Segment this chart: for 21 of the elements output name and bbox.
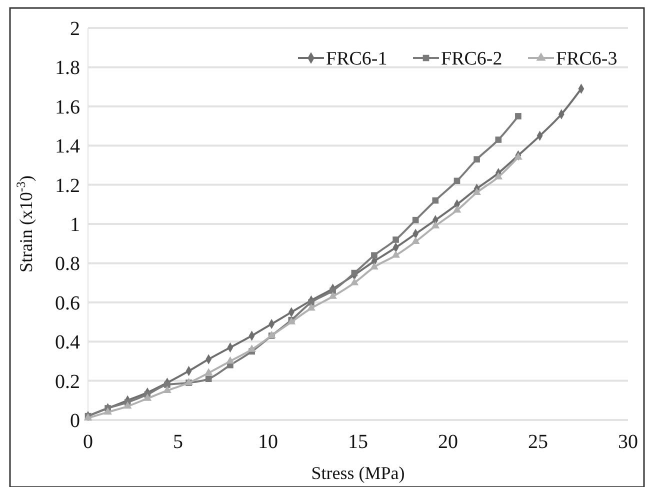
y-tick-label: 0.2: [55, 370, 80, 393]
y-tick-label: 0.6: [55, 292, 80, 314]
x-tick-label: 15: [348, 431, 368, 453]
x-tick-label: 30: [618, 431, 638, 453]
x-tick-label: 5: [173, 431, 183, 453]
y-tick-label: 1.2: [55, 174, 80, 197]
y-tick-label: 1.4: [55, 136, 80, 158]
x-tick-label: 10: [258, 431, 278, 453]
legend-label: FRC6-3: [556, 48, 618, 70]
y-tick-label: 0.4: [55, 332, 80, 354]
y-tick-label: 2: [70, 18, 80, 40]
y-tick-label: 0: [70, 410, 80, 432]
x-tick-label: 20: [438, 431, 458, 453]
y-tick-label: 1.8: [55, 57, 80, 80]
x-axis-title: Stress (MPa): [311, 463, 405, 483]
x-tick-label: 25: [528, 431, 548, 453]
legend-label: FRC6-2: [441, 48, 502, 70]
y-tick-label: 1: [70, 214, 80, 236]
y-tick-label: 1.6: [55, 96, 80, 118]
legend-label: FRC6-1: [326, 48, 388, 70]
y-tick-label: 0.8: [55, 253, 80, 276]
